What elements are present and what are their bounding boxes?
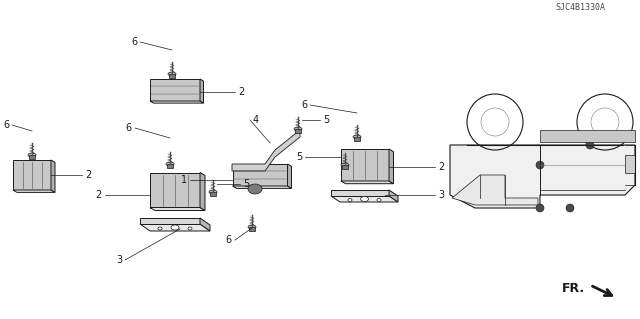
Polygon shape — [287, 164, 291, 189]
Ellipse shape — [166, 162, 174, 166]
Bar — [167, 164, 173, 168]
Bar — [295, 129, 301, 133]
Polygon shape — [450, 145, 635, 208]
Circle shape — [536, 204, 544, 212]
FancyBboxPatch shape — [150, 173, 200, 207]
Text: 6: 6 — [3, 120, 9, 130]
Text: 5: 5 — [296, 152, 302, 162]
Ellipse shape — [377, 198, 381, 202]
Text: 6: 6 — [226, 235, 232, 245]
Polygon shape — [200, 173, 205, 211]
Polygon shape — [140, 224, 210, 231]
Polygon shape — [13, 190, 55, 192]
Text: 3: 3 — [438, 190, 444, 200]
Polygon shape — [150, 207, 205, 211]
Ellipse shape — [353, 135, 361, 139]
Ellipse shape — [360, 197, 369, 202]
Text: FR.: FR. — [562, 281, 585, 294]
Bar — [150, 79, 200, 101]
Ellipse shape — [348, 198, 352, 202]
Polygon shape — [341, 181, 394, 184]
Text: 2: 2 — [96, 190, 102, 200]
Ellipse shape — [209, 190, 217, 194]
Polygon shape — [51, 160, 55, 192]
Text: 4: 4 — [253, 115, 259, 125]
Polygon shape — [452, 175, 538, 205]
FancyBboxPatch shape — [341, 149, 389, 181]
Polygon shape — [200, 79, 204, 103]
Ellipse shape — [188, 227, 192, 230]
Circle shape — [566, 204, 574, 212]
Text: 6: 6 — [126, 123, 132, 133]
Polygon shape — [389, 190, 398, 202]
Ellipse shape — [168, 72, 176, 76]
Polygon shape — [232, 130, 300, 171]
Polygon shape — [331, 196, 398, 202]
Bar — [342, 165, 348, 169]
FancyBboxPatch shape — [13, 160, 51, 190]
Text: 6: 6 — [301, 100, 307, 110]
Text: SJC4B1330A: SJC4B1330A — [555, 3, 605, 12]
Bar — [169, 74, 175, 78]
Polygon shape — [140, 218, 200, 224]
Text: 3: 3 — [116, 255, 122, 265]
Text: 2: 2 — [238, 87, 244, 97]
Bar — [29, 155, 35, 159]
Ellipse shape — [158, 227, 162, 230]
Text: 2: 2 — [438, 162, 444, 172]
Bar — [210, 192, 216, 196]
Ellipse shape — [294, 127, 302, 131]
Text: 2: 2 — [85, 170, 92, 180]
Ellipse shape — [248, 225, 256, 229]
Bar — [540, 130, 635, 142]
Polygon shape — [331, 190, 389, 196]
Ellipse shape — [341, 163, 349, 167]
Bar — [232, 164, 287, 186]
Text: 1: 1 — [181, 175, 187, 185]
Ellipse shape — [28, 153, 36, 157]
Text: 5: 5 — [243, 179, 249, 189]
Bar — [249, 227, 255, 231]
Circle shape — [586, 141, 594, 149]
Polygon shape — [150, 101, 204, 103]
Bar — [625, 155, 635, 173]
Bar — [354, 137, 360, 141]
Text: 6: 6 — [131, 37, 137, 47]
Polygon shape — [389, 149, 394, 184]
Polygon shape — [232, 186, 291, 189]
Polygon shape — [200, 218, 210, 231]
Text: 5: 5 — [323, 115, 329, 125]
Ellipse shape — [248, 184, 262, 194]
Circle shape — [536, 161, 544, 169]
Ellipse shape — [171, 225, 179, 230]
